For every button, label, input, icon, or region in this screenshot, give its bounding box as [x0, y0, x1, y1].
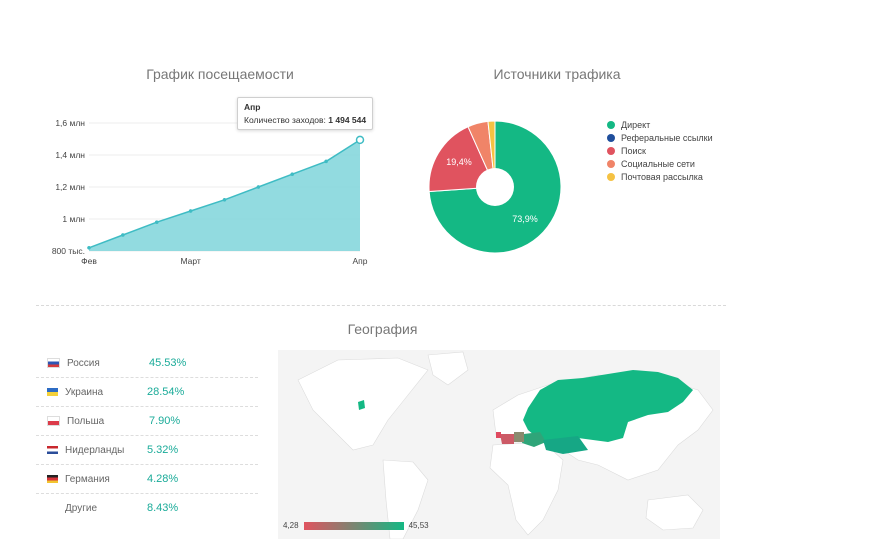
geo-percent: 4.28%: [147, 473, 179, 485]
geo-row-other: Другие 8.43%: [36, 494, 258, 522]
map-south-america: [382, 459, 429, 539]
geo-country: Другие: [65, 502, 98, 514]
legend-item[interactable]: Почтовая рассылка: [607, 170, 713, 183]
visits-point[interactable]: [188, 209, 193, 213]
geo-country: Германия: [65, 473, 110, 485]
tooltip-title: Апр: [244, 102, 261, 112]
geo-percent: 8.43%: [147, 502, 179, 514]
map-russia[interactable]: [523, 370, 693, 442]
scale-gradient: [303, 521, 404, 530]
geo-country: Украина: [65, 386, 104, 398]
visits-point[interactable]: [355, 135, 365, 145]
legend-marker-icon: [607, 172, 615, 181]
legend-marker-icon: [607, 120, 615, 129]
flag-poland-icon: [47, 416, 60, 426]
legend-marker-icon: [607, 146, 615, 155]
legend-item[interactable]: Поиск: [607, 144, 713, 157]
flag-placeholder: [47, 504, 58, 512]
legend-label: Поиск: [621, 145, 646, 156]
tooltip-label: Количество заходов:: [244, 115, 326, 125]
scale-min: 4,28: [283, 521, 299, 530]
visits-area: [89, 139, 360, 251]
map-germany[interactable]: [500, 434, 514, 444]
y-tick-label: 1 млн: [62, 214, 85, 224]
flag-netherlands-icon: [47, 446, 58, 454]
legend-item[interactable]: Социальные сети: [607, 157, 713, 170]
geo-title: География: [347, 321, 418, 337]
geo-country: Нидерланды: [65, 444, 125, 456]
visits-chart: 1,6 млн 1,4 млн 1,2 млн 1 млн 800 тыс. Фев Ма…: [52, 118, 368, 266]
geo-percent: 5.32%: [147, 444, 179, 456]
traffic-chart-title: Источники трафика: [493, 66, 621, 82]
visits-point[interactable]: [324, 159, 328, 164]
y-tick-label: 1,4 млн: [55, 150, 85, 160]
geo-percent: 7.90%: [149, 415, 181, 427]
tooltip-value: 1 494 544: [328, 115, 367, 125]
flag-germany-icon: [47, 475, 58, 483]
geo-row-russia: Россия 45.53%: [36, 349, 258, 378]
x-tick-label: Фев: [81, 256, 97, 266]
map-netherlands[interactable]: [496, 432, 501, 438]
traffic-legend: Директ Реферальные ссылки Поиск Социальные …: [607, 118, 713, 183]
map-greenland: [427, 351, 469, 386]
map-region-north-america[interactable]: [358, 400, 365, 410]
geo-row-ukraine: Украина 28.54%: [36, 378, 258, 407]
world-map[interactable]: [278, 350, 720, 539]
legend-marker-icon: [607, 133, 615, 142]
map-africa: [489, 441, 564, 536]
x-tick-label: Апр: [353, 256, 368, 266]
world-map-svg: [297, 351, 714, 539]
map-kazakhstan[interactable]: [543, 436, 588, 454]
geo-table: Россия 45.53% Украина 28.54% Польша 7.90…: [36, 349, 258, 522]
legend-item[interactable]: Директ: [607, 118, 713, 131]
map-australia: [645, 494, 704, 531]
geo-row-netherlands: Нидерланды 5.32%: [36, 436, 258, 465]
visits-point[interactable]: [256, 185, 261, 189]
visits-point[interactable]: [121, 233, 125, 237]
visits-point[interactable]: [87, 245, 91, 250]
traffic-pie: 73,9% 19,4%: [428, 120, 562, 254]
flag-russia-icon: [47, 358, 60, 368]
pie-label-direct: 73,9%: [512, 214, 538, 224]
visits-point[interactable]: [290, 172, 295, 177]
section-divider: [36, 305, 726, 306]
visits-point[interactable]: [154, 220, 159, 225]
geo-row-poland: Польша 7.90%: [36, 407, 258, 436]
visits-tooltip: Апр Количество заходов: 1 494 544: [237, 97, 374, 130]
pie-slice[interactable]: [428, 126, 496, 193]
map-poland[interactable]: [514, 432, 524, 442]
x-tick-label: Март: [180, 256, 200, 266]
y-tick-label: 1,2 млн: [55, 182, 85, 192]
y-tick-label: 1,6 млн: [55, 118, 85, 128]
legend-label: Реферальные ссылки: [621, 132, 713, 143]
geo-row-germany: Германия 4.28%: [36, 465, 258, 494]
geo-country: Польша: [67, 415, 105, 427]
geo-percent: 45.53%: [149, 357, 187, 369]
y-tick-label: 800 тыс.: [52, 246, 85, 256]
scale-max: 45,53: [408, 521, 429, 530]
legend-item[interactable]: Реферальные ссылки: [607, 131, 713, 144]
legend-marker-icon: [607, 159, 615, 168]
map-ukraine[interactable]: [522, 432, 546, 447]
legend-label: Социальные сети: [621, 158, 695, 169]
flag-ukraine-icon: [47, 388, 58, 396]
geo-percent: 28.54%: [147, 386, 185, 398]
legend-label: Директ: [621, 119, 651, 130]
geo-country: Россия: [67, 357, 100, 369]
visits-point[interactable]: [222, 197, 227, 202]
legend-label: Почтовая рассылка: [621, 171, 703, 182]
visits-chart-title: График посещаемости: [146, 66, 294, 82]
map-scale: 4,28 45,53: [283, 521, 429, 530]
pie-label-search: 19,4%: [446, 157, 472, 167]
